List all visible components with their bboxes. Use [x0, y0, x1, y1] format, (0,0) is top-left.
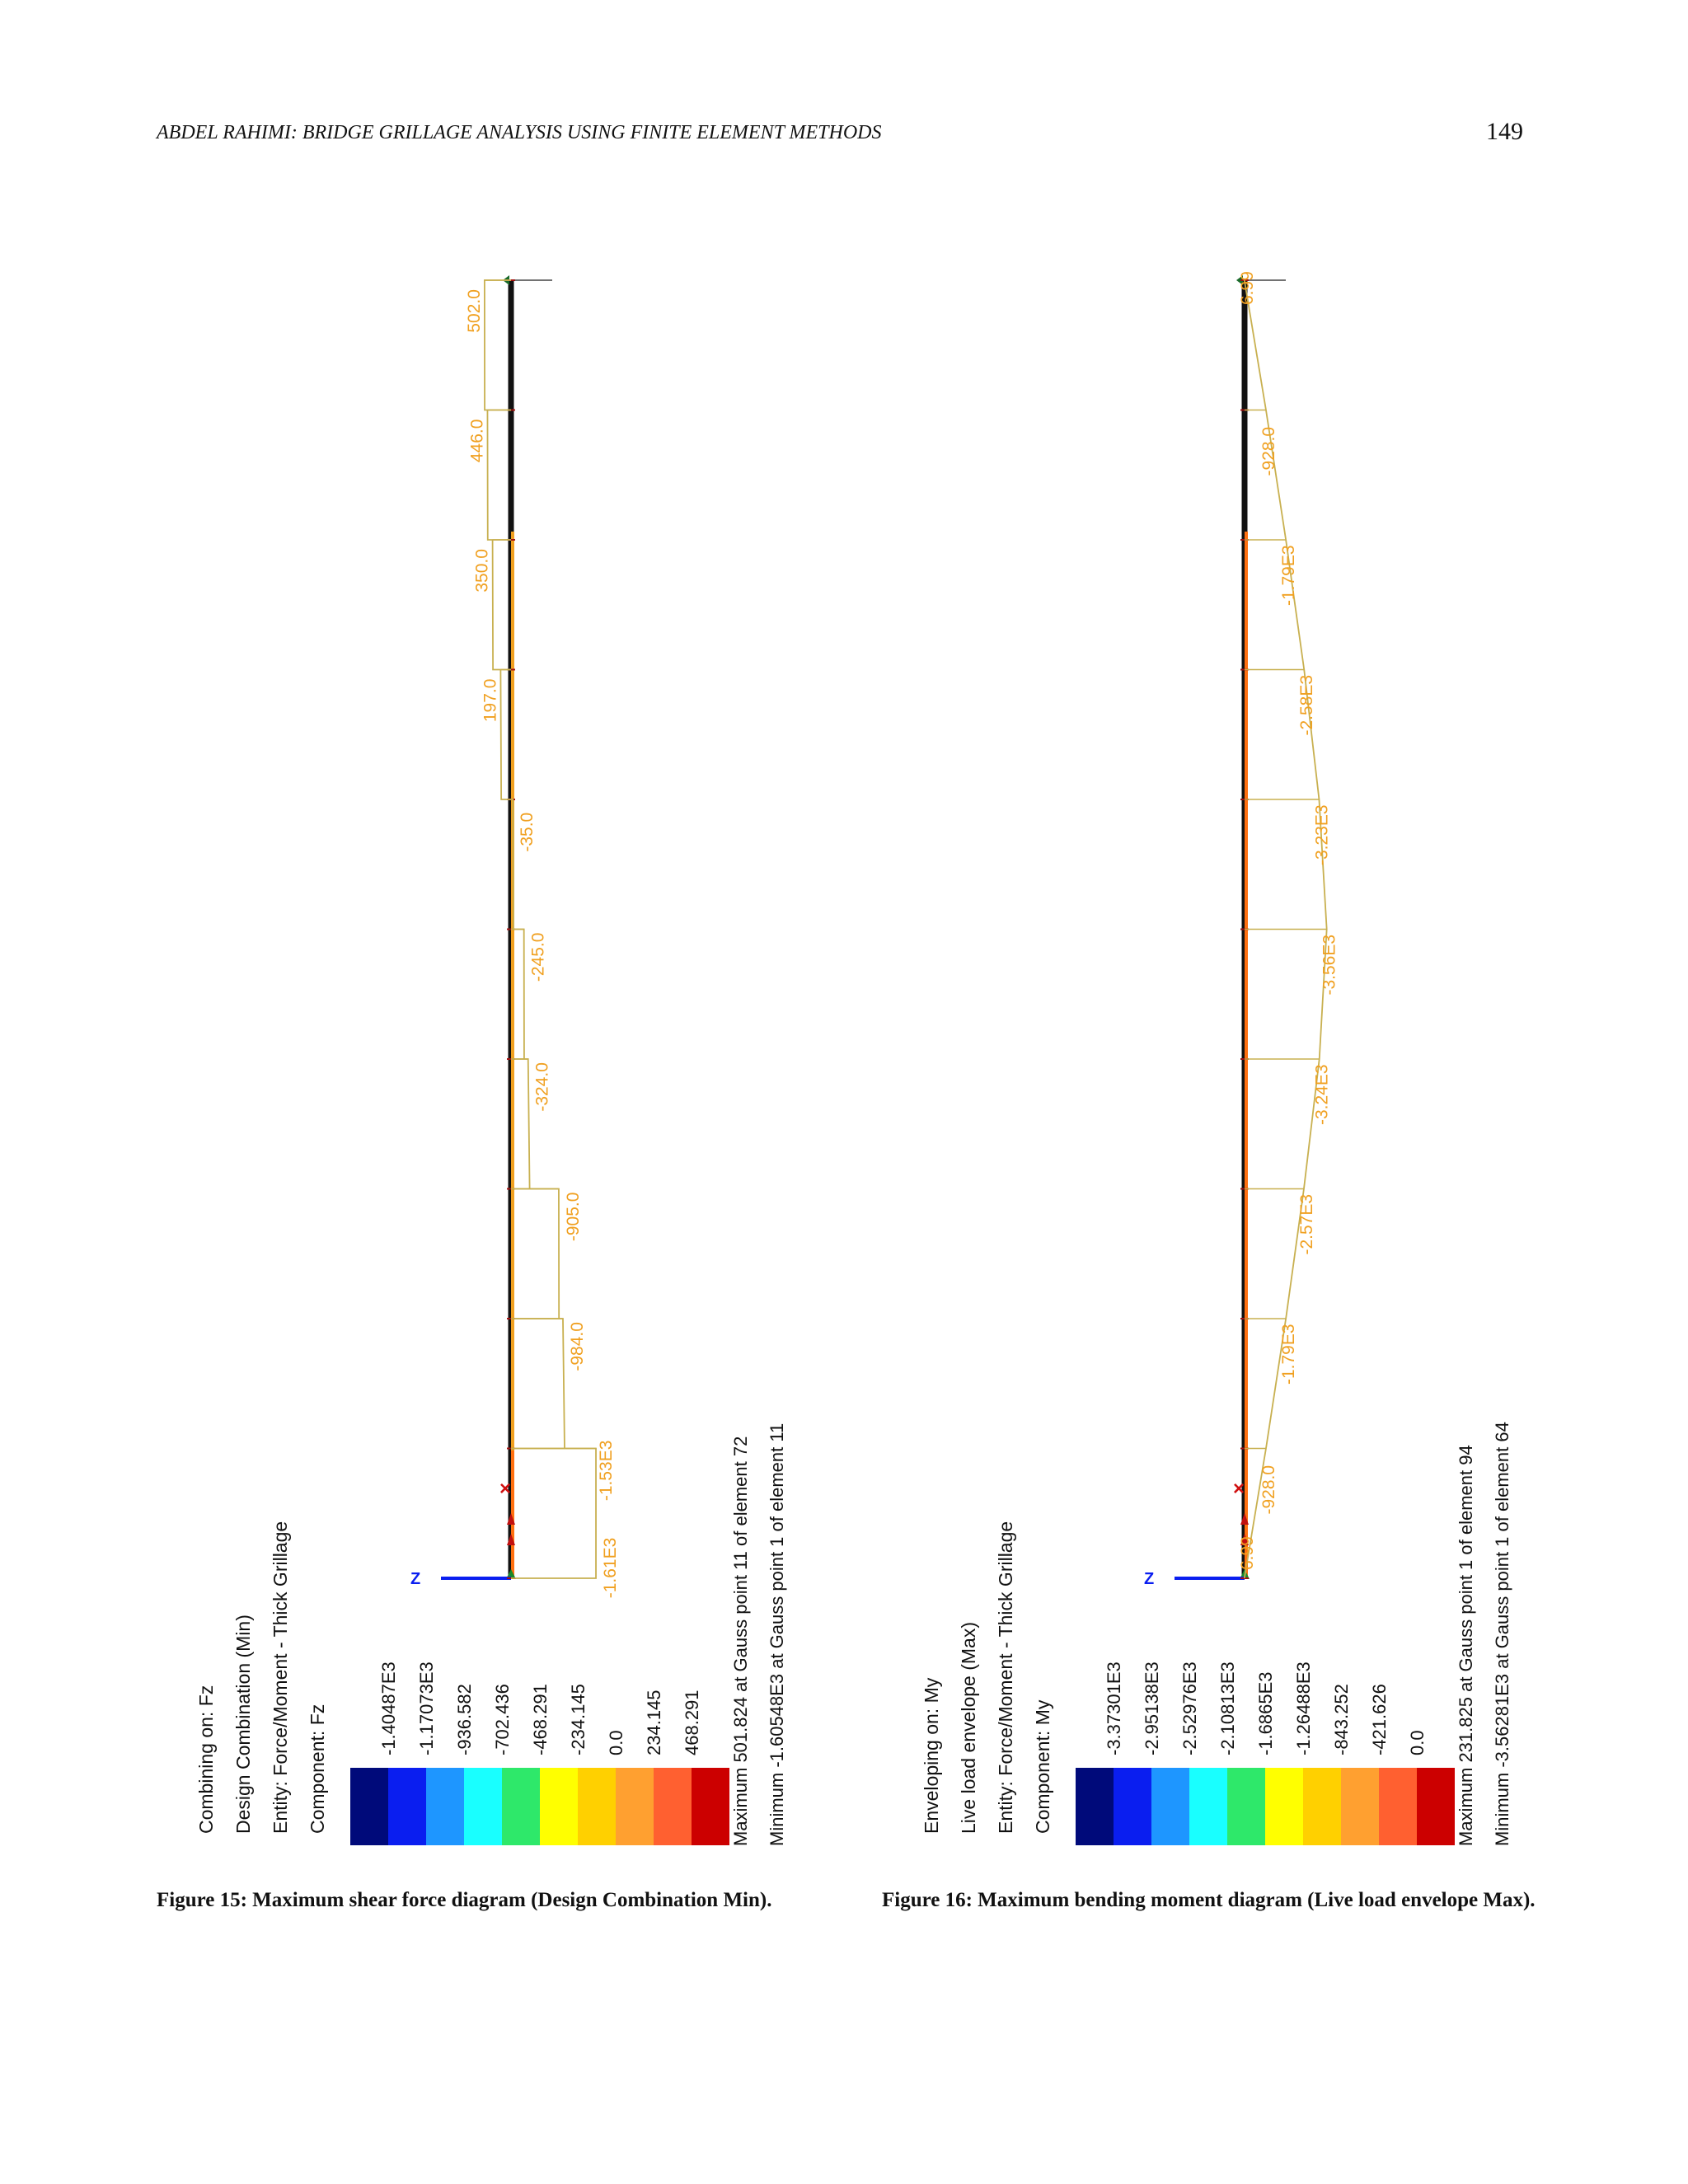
page-number: 149 [1486, 118, 1523, 145]
color-swatch [350, 1768, 388, 1845]
moment-diagram-outline [1243, 279, 1328, 1579]
scale-value: -1.17073E3 [416, 1661, 437, 1755]
diagram-label: -245.0 [529, 933, 548, 982]
diagram-label: -1.79E3 [1279, 545, 1298, 606]
diagram-label: -905.0 [564, 1193, 583, 1242]
scale-value: -2.10813E3 [1217, 1661, 1238, 1755]
diagram-value-labels: 6.99 -928.0 -1.79E3 -2.58E3 -3.23E3 -3.5… [1238, 271, 1339, 1570]
diagram-label: -324.0 [533, 1062, 552, 1112]
maximum-readout: Maximum 501.824 at Gauss point 11 of ele… [730, 1436, 751, 1846]
legend-line: Component: Fz [307, 1704, 328, 1834]
diagram-label: 350.0 [473, 549, 492, 593]
maximum-readout: Maximum 231.825 at Gauss point 1 of elem… [1456, 1445, 1476, 1846]
legend-line: Live load envelope (Max) [958, 1622, 979, 1834]
scale-value: 0.0 [606, 1730, 626, 1755]
color-swatch [502, 1768, 540, 1845]
scale-value: -1.6865E3 [1255, 1671, 1276, 1755]
color-swatch [1303, 1768, 1341, 1845]
shear-diagram-outline [483, 279, 597, 1579]
color-swatch [464, 1768, 502, 1845]
scale-value: 234.145 [644, 1690, 664, 1755]
z-axis-label: Z [1144, 1570, 1154, 1588]
legend-line: Entity: Force/Moment - Thick Grillage [995, 1521, 1016, 1834]
legend-line: Entity: Force/Moment - Thick Grillage [270, 1521, 291, 1834]
scale-value: -1.40487E3 [378, 1661, 399, 1755]
bending-moment-diagram: Enveloping on: My Live load envelope (Ma… [921, 271, 1512, 1846]
diagram-label: -1.53E3 [597, 1441, 616, 1502]
legend-line: Component: My [1032, 1699, 1053, 1834]
scale-values: -1.40487E3 -1.17073E3 -936.582 -702.436 … [378, 1661, 702, 1755]
diagram-outline [1243, 279, 1328, 1579]
scale-value: 0.0 [1407, 1730, 1428, 1755]
figure-15-caption: Figure 15: Maximum shear force diagram (… [157, 1889, 772, 1911]
minimum-readout: Minimum -3.56281E3 at Gauss point 1 of e… [1492, 1422, 1512, 1846]
diagram-label: -35.0 [518, 813, 537, 852]
color-swatch [1151, 1768, 1189, 1845]
diagram-label: 6.99 [1238, 271, 1257, 305]
color-swatch [654, 1768, 692, 1845]
color-swatch [616, 1768, 654, 1845]
figure-16: Enveloping on: My Live load envelope (Ma… [890, 223, 1599, 1871]
svg-text:×: × [1233, 1478, 1245, 1500]
diagram-label: 502.0 [465, 289, 484, 333]
minimum-readout: Minimum -1.60548E3 at Gauss point 1 of e… [767, 1423, 787, 1846]
diagram-label: -3.24E3 [1313, 1064, 1332, 1125]
axis-triad: Z [1144, 1570, 1245, 1588]
scale-value: -936.582 [454, 1684, 475, 1755]
color-swatch [1265, 1768, 1303, 1845]
figure-15: Combining on: Fz Design Combination (Min… [165, 223, 874, 1871]
color-swatch [1417, 1768, 1455, 1845]
color-swatch [426, 1768, 464, 1845]
axis-triad: Z [410, 1570, 511, 1588]
diagram-outline [483, 279, 597, 1579]
scale-value: -1.26488E3 [1293, 1661, 1314, 1755]
figure-16-caption: Figure 16: Maximum bending moment diagra… [882, 1889, 1536, 1911]
color-swatch [1114, 1768, 1151, 1845]
color-swatch [1341, 1768, 1379, 1845]
color-swatch [540, 1768, 578, 1845]
scale-value: -234.145 [568, 1684, 588, 1755]
color-scale [350, 1768, 729, 1845]
running-head: ABDEL RAHIMI: BRIDGE GRILLAGE ANALYSIS U… [157, 122, 882, 143]
scale-value: -2.52976E3 [1179, 1661, 1200, 1755]
color-swatch [578, 1768, 616, 1845]
scale-value: -3.37301E3 [1104, 1661, 1124, 1755]
scale-value: -2.95138E3 [1142, 1661, 1162, 1755]
color-swatch [692, 1768, 729, 1845]
diagram-value-labels: 502.0 446.0 350.0 197.0 -35.0 -245.0 -32… [465, 289, 620, 1598]
color-swatch [388, 1768, 426, 1845]
color-swatch [1189, 1768, 1227, 1845]
diagram-label: -1.79E3 [1279, 1324, 1298, 1385]
legend-line: Design Combination (Min) [232, 1615, 254, 1834]
diagram-label: -928.0 [1259, 427, 1278, 476]
scale-values: -3.37301E3 -2.95138E3 -2.52976E3 -2.1081… [1104, 1661, 1428, 1755]
scale-value: -421.626 [1369, 1684, 1390, 1755]
color-swatch [1076, 1768, 1114, 1845]
legend-block: Combining on: Fz Design Combination (Min… [195, 1423, 787, 1846]
scale-value: 468.291 [682, 1690, 702, 1755]
legend-line: Enveloping on: My [921, 1677, 942, 1834]
scale-value: -468.291 [530, 1684, 551, 1755]
color-swatch [1379, 1768, 1417, 1845]
diagram-label: -2.57E3 [1297, 1194, 1316, 1255]
legend-block: Enveloping on: My Live load envelope (Ma… [921, 1422, 1512, 1846]
diagram-label: -2.58E3 [1297, 675, 1316, 736]
diagram-label: -928.0 [1259, 1465, 1278, 1515]
svg-text:×: × [499, 1478, 511, 1500]
scale-value: -843.252 [1331, 1684, 1352, 1755]
diagram-label: 446.0 [467, 419, 486, 463]
diagram-label: -3.56E3 [1320, 935, 1339, 996]
color-swatch [1227, 1768, 1265, 1845]
diagram-label: -3.23E3 [1312, 804, 1331, 865]
diagram-label: -984.0 [568, 1322, 587, 1371]
shear-force-diagram: Combining on: Fz Design Combination (Min… [195, 275, 787, 1846]
grillage-beam: × Z [410, 275, 552, 1588]
color-scale [1076, 1768, 1455, 1845]
diagram-label: 6.99 [1238, 1536, 1257, 1570]
scale-value: -702.436 [492, 1684, 513, 1755]
diagram-label: -1.61E3 [601, 1538, 620, 1599]
z-axis-label: Z [410, 1570, 420, 1588]
diagram-label: 197.0 [481, 679, 499, 723]
legend-line: Combining on: Fz [195, 1685, 217, 1834]
